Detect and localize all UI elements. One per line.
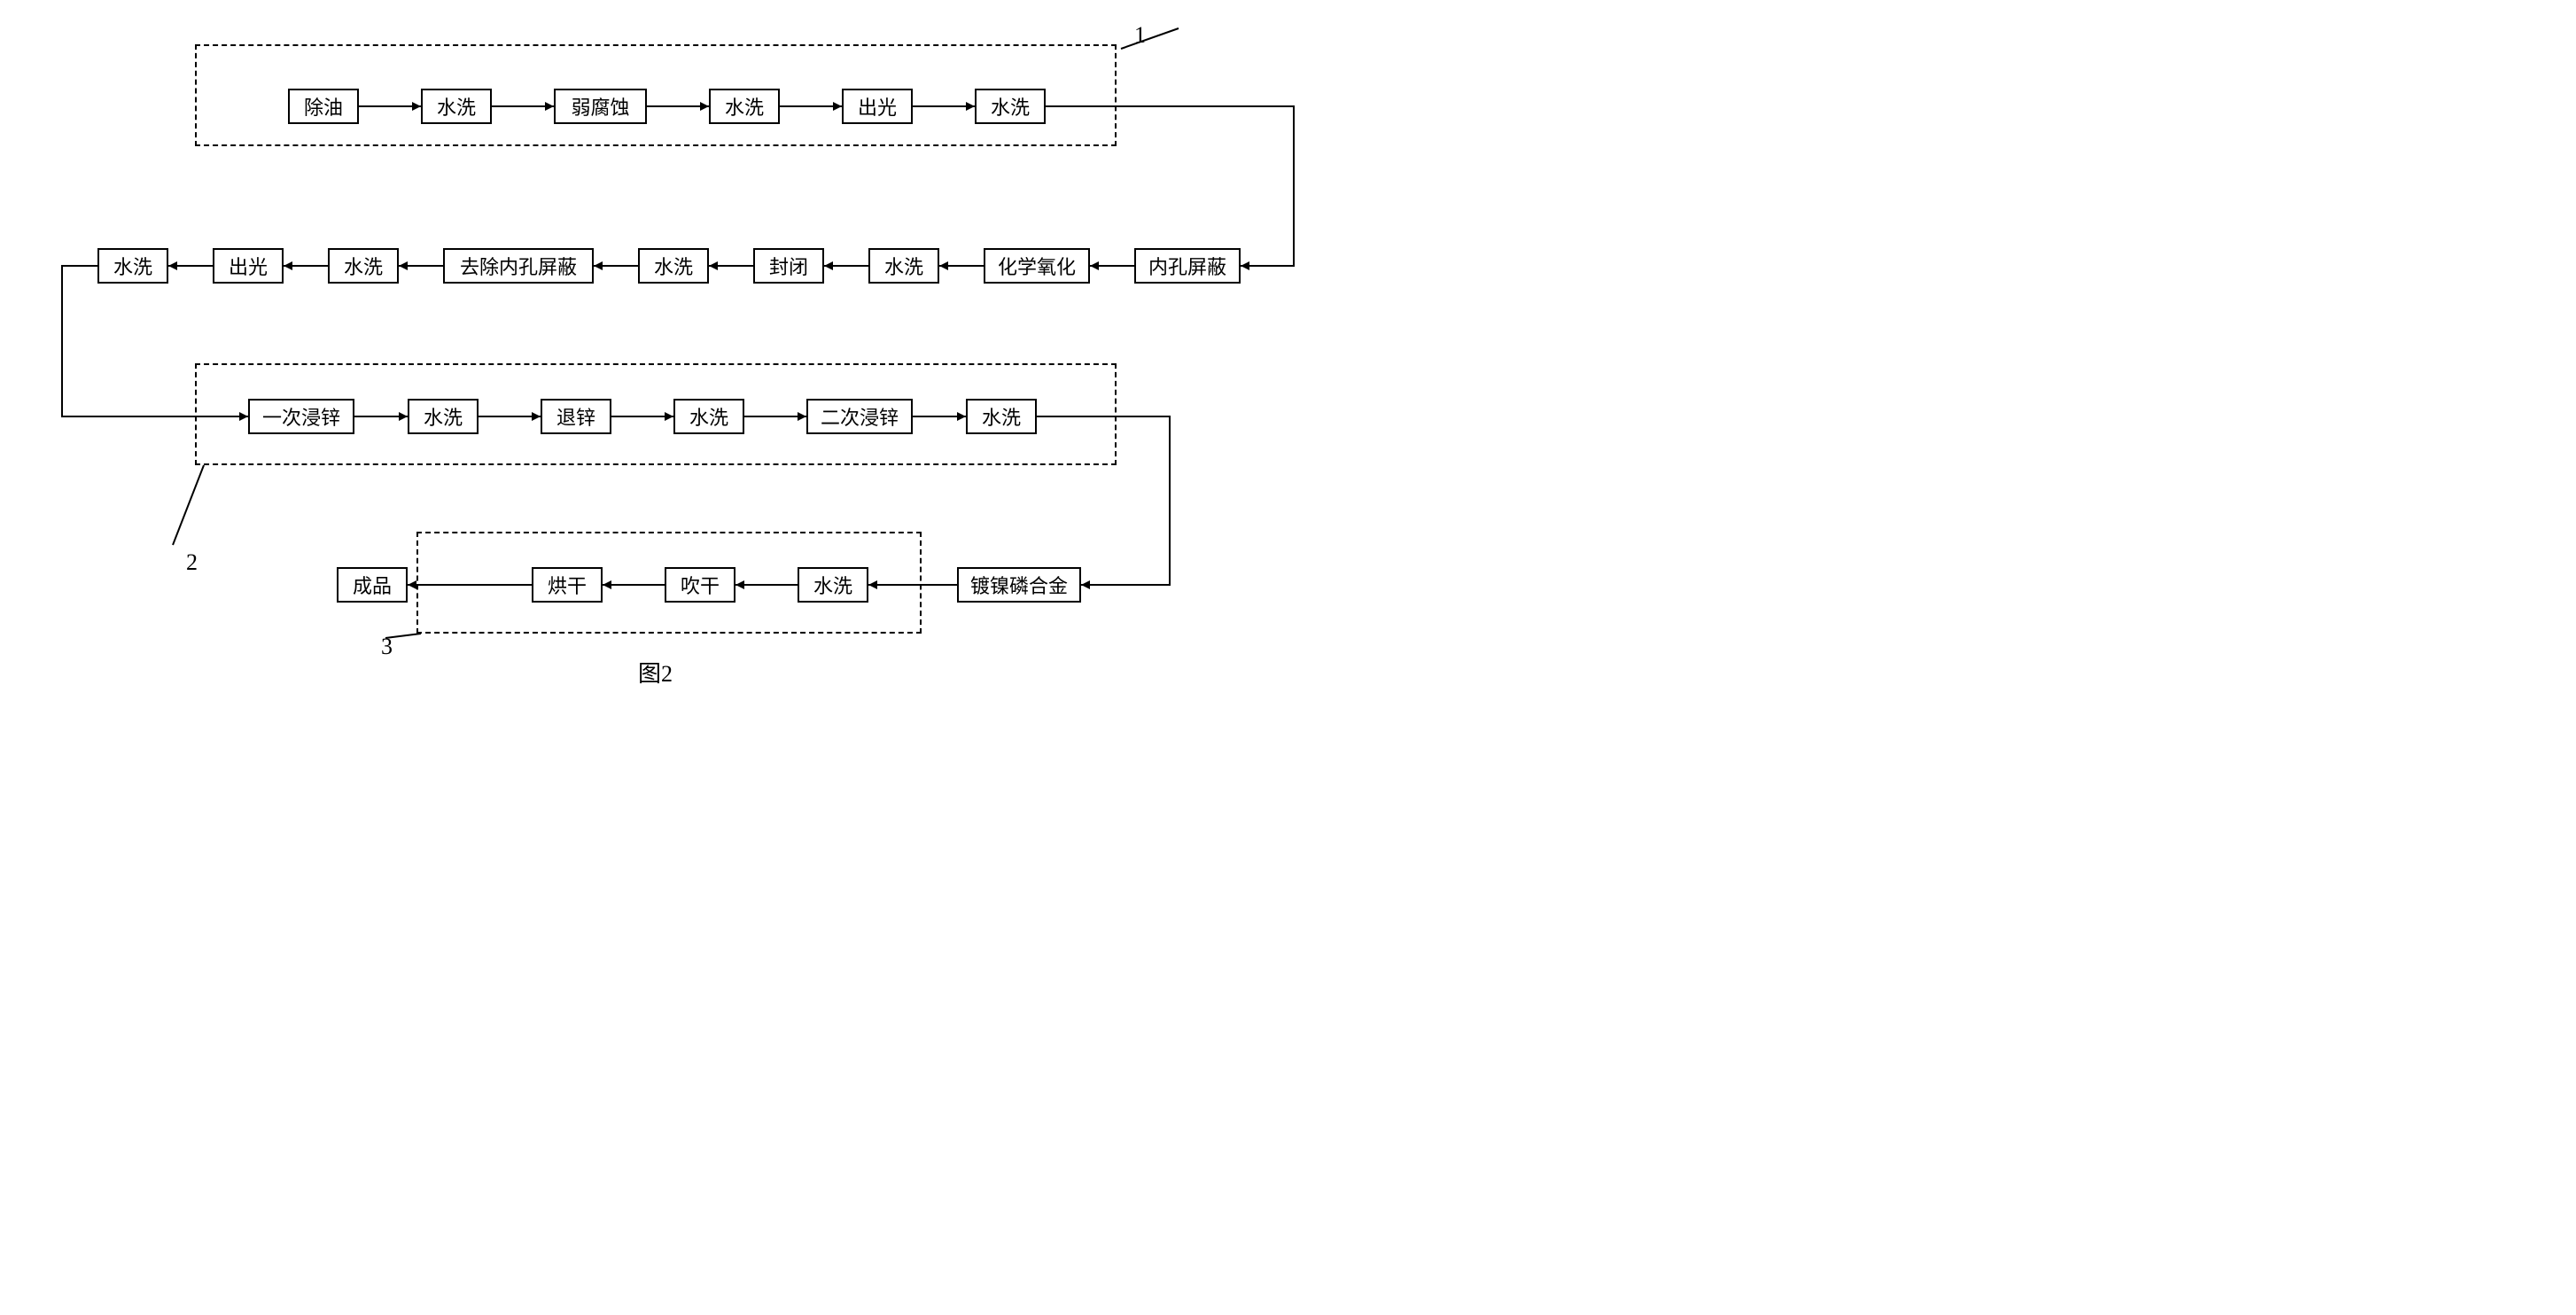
flow-node: 水洗: [328, 248, 399, 284]
group-label: 2: [186, 549, 198, 576]
flow-node: 内孔屏蔽: [1134, 248, 1241, 284]
flow-node: 水洗: [638, 248, 709, 284]
flow-group: [416, 532, 922, 634]
flow-group: [195, 363, 1117, 465]
flow-group: [195, 44, 1117, 146]
flow-node: 水洗: [868, 248, 939, 284]
group-label: 1: [1134, 22, 1146, 49]
flow-node: 水洗: [97, 248, 168, 284]
flowchart-canvas: 图2 除油水洗弱腐蚀水洗出光水洗内孔屏蔽化学氧化水洗封闭水洗去除内孔屏蔽水洗出光…: [18, 18, 1347, 691]
flow-node: 镀镍磷合金: [957, 567, 1081, 603]
figure-caption: 图2: [638, 656, 673, 689]
flow-node: 成品: [337, 567, 408, 603]
flow-node: 封闭: [753, 248, 824, 284]
flow-node: 出光: [213, 248, 284, 284]
flow-node: 化学氧化: [984, 248, 1090, 284]
group-label: 3: [381, 634, 393, 660]
flow-node: 去除内孔屏蔽: [443, 248, 594, 284]
